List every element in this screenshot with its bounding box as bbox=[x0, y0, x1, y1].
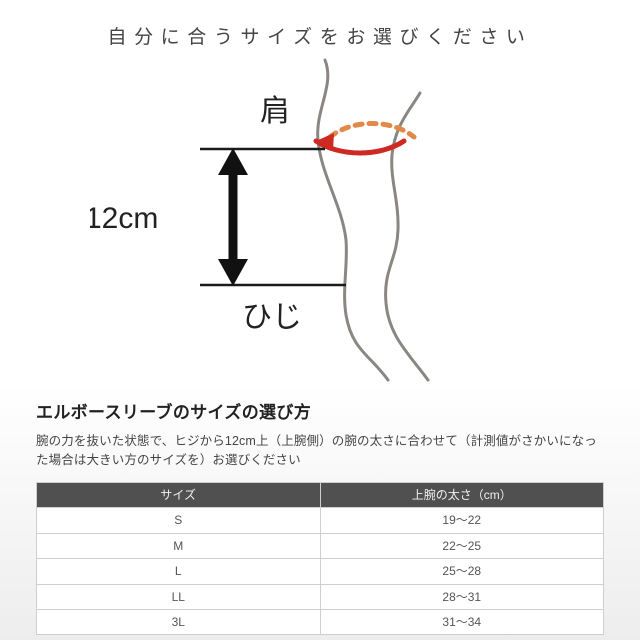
cell-size: M bbox=[37, 533, 321, 558]
col-measure: 上腕の太さ（cm） bbox=[320, 483, 604, 508]
size-table: サイズ 上腕の太さ（cm） S 19～22 M 22～25 L 25～28 LL… bbox=[36, 482, 604, 635]
cell-size: 3L bbox=[37, 609, 321, 634]
cell-size: S bbox=[37, 508, 321, 533]
cell-measure: 31～34 bbox=[320, 609, 604, 634]
description: 腕の力を抜いた状態で、ヒジから12cm上（上腕側）の腕の太さに合わせて（計測値が… bbox=[36, 432, 604, 471]
table-row: S 19～22 bbox=[37, 508, 604, 533]
cell-size: LL bbox=[37, 584, 321, 609]
label-shoulder: 肩 bbox=[260, 95, 290, 128]
diagram-svg: 肩 ひじ 12cm bbox=[90, 55, 520, 385]
measurement-diagram: 肩 ひじ 12cm bbox=[90, 55, 520, 385]
cell-measure: 25～28 bbox=[320, 559, 604, 584]
headline: 自分に合うサイズをお選びください bbox=[0, 22, 640, 49]
cell-measure: 22～25 bbox=[320, 533, 604, 558]
table-row: 3L 31～34 bbox=[37, 609, 604, 634]
table-row: M 22～25 bbox=[37, 533, 604, 558]
cell-measure: 19～22 bbox=[320, 508, 604, 533]
arrow-head-up bbox=[218, 148, 248, 175]
label-12cm: 12cm bbox=[90, 202, 158, 235]
arrow-head-down bbox=[218, 259, 248, 286]
label-elbow: ひじ bbox=[242, 301, 302, 334]
page: 自分に合うサイズをお選びください 肩 ひじ 12cm エルボースリーブのサイズの… bbox=[0, 0, 640, 640]
table-row: LL 28～31 bbox=[37, 584, 604, 609]
cell-size: L bbox=[37, 559, 321, 584]
col-size: サイズ bbox=[37, 483, 321, 508]
cell-measure: 28～31 bbox=[320, 584, 604, 609]
arm-outline bbox=[318, 60, 428, 380]
table-header-row: サイズ 上腕の太さ（cm） bbox=[37, 483, 604, 508]
section-title: エルボースリーブのサイズの選び方 bbox=[36, 398, 311, 423]
table-row: L 25～28 bbox=[37, 559, 604, 584]
